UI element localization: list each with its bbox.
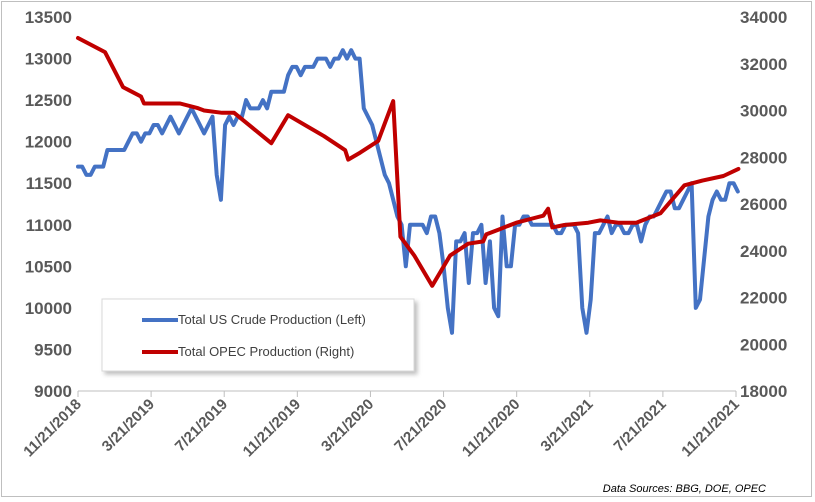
x-tick-label: 7/21/2021: [611, 396, 670, 455]
x-tick-label: 11/21/2020: [459, 396, 524, 461]
y-right-tick-label: 18000: [740, 382, 787, 401]
series-line-opec: [76, 36, 741, 288]
y-left-tick-label: 10500: [25, 257, 72, 276]
x-tick-label: 7/21/2019: [172, 396, 231, 455]
x-tick-label: 11/21/2019: [240, 396, 305, 461]
y-right-tick-label: 34000: [740, 8, 787, 27]
legend: Total US Crude Production (Left) Total O…: [101, 298, 415, 372]
y-right-tick-label: 22000: [740, 289, 787, 308]
y-left-tick-label: 10000: [25, 299, 72, 318]
legend-label-us: Total US Crude Production (Left): [178, 312, 366, 327]
y-left-tick-label: 13500: [25, 8, 72, 27]
y-right-tick-label: 28000: [740, 148, 787, 167]
y-left-tick-label: 9500: [34, 340, 72, 359]
x-tick-label: 11/21/2018: [20, 396, 85, 461]
series-line-us-crude: [76, 48, 740, 335]
x-tick-label: 3/21/2020: [318, 396, 377, 455]
y-left-tick-label: 12500: [25, 91, 72, 110]
legend-label-opec: Total OPEC Production (Right): [178, 344, 354, 359]
x-tick-label: 3/21/2021: [537, 396, 596, 455]
y-right-tick-label: 24000: [740, 242, 787, 261]
y-left-tick-label: 13000: [25, 50, 72, 69]
y-right-tick-label: 26000: [740, 195, 787, 214]
x-tick-label: 3/21/2019: [99, 396, 158, 455]
y-left-tick-label: 11500: [26, 174, 72, 193]
y-right-tick-label: 20000: [740, 335, 787, 354]
x-tick-label: 7/21/2020: [391, 396, 450, 455]
x-tick-label: 11/21/2021: [678, 396, 743, 461]
legend-box: [101, 298, 415, 372]
y-right-tick-label: 30000: [740, 102, 787, 121]
y-right-tick-label: 32000: [740, 55, 787, 74]
y-left-tick-label: 12000: [25, 133, 72, 152]
series-layer: [76, 36, 741, 335]
source-note: Data Sources: BBG, DOE, OPEC: [603, 483, 766, 495]
y-left-tick-label: 9000: [34, 382, 72, 401]
y-left-tick-label: 11000: [26, 216, 72, 235]
